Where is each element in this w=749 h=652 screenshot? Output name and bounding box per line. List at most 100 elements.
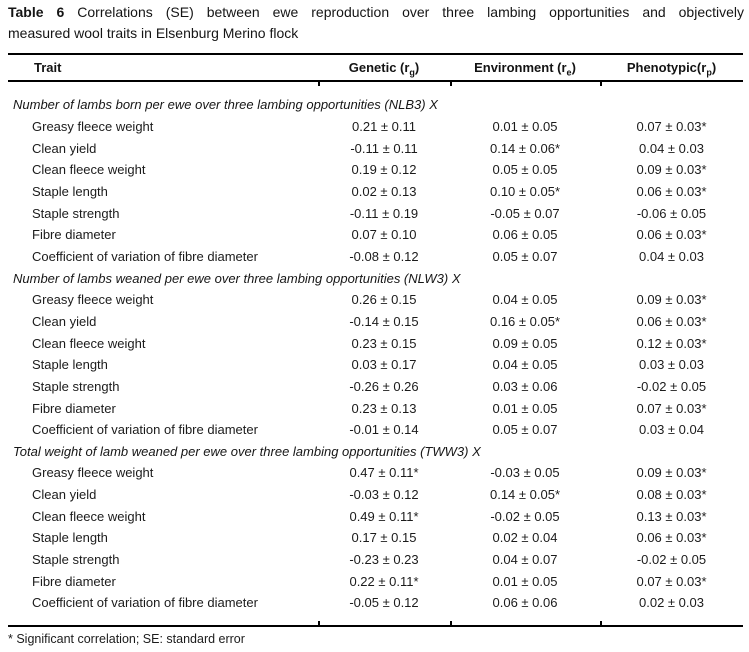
- cell-trait: Coefficient of variation of fibre diamet…: [32, 595, 258, 611]
- cell-genetic: 0.19 ± 0.12: [351, 162, 417, 178]
- cell-genetic: 0.21 ± 0.11: [352, 118, 416, 134]
- cell-genetic: 0.22 ± 0.11*: [349, 573, 419, 589]
- cell-trait: Clean fleece weight: [32, 508, 146, 524]
- table-caption-line1: Table 6 Correlations (SE) between ewe re…: [8, 2, 744, 23]
- cell-genetic: 0.26 ± 0.15: [351, 292, 417, 308]
- cell-trait: Greasy fleece weight: [32, 118, 154, 134]
- table-row: Staple strength -0.11 ± 0.19 -0.05 ± 0.07 -…: [8, 202, 743, 224]
- cell-environment: 0.16 ± 0.05*: [489, 313, 561, 329]
- cell-phenotypic: 0.04 ± 0.03: [639, 140, 704, 156]
- column-header-phenotypic-close: ): [711, 60, 717, 75]
- cell-environment: 0.04 ± 0.07: [492, 552, 558, 568]
- cell-phenotypic: 0.03 ± 0.03: [639, 357, 704, 373]
- table-row: Staple strength -0.23 ± 0.23 0.04 ± 0.07 -0…: [8, 549, 743, 571]
- cell-trait: Clean fleece weight: [32, 335, 146, 351]
- cell-genetic: -0.14 ± 0.15: [349, 313, 419, 329]
- cell-trait: Coefficient of variation of fibre diamet…: [32, 422, 258, 438]
- cell-trait: Clean fleece weight: [32, 162, 146, 178]
- cell-environment: 0.14 ± 0.05*: [489, 487, 561, 503]
- cell-phenotypic: 0.06 ± 0.03*: [636, 530, 707, 546]
- table-row: Clean fleece weight 0.49 ± 0.11* -0.02 ± 0…: [8, 505, 743, 527]
- table-row: Staple length 0.03 ± 0.17 0.04 ± 0.05 0.03 …: [8, 354, 743, 376]
- table-row: Clean yield -0.03 ± 0.12 0.14 ± 0.05* 0.08 …: [8, 484, 743, 506]
- column-header-trait: Trait: [34, 60, 62, 75]
- table-caption: Table 6 Correlations (SE) between ewe re…: [8, 2, 744, 43]
- cell-genetic: -0.03 ± 0.12: [349, 487, 419, 503]
- cell-environment: -0.03 ± 0.05: [490, 465, 560, 481]
- table-row: Fibre diameter 0.07 ± 0.10 0.06 ± 0.05 0.06…: [8, 224, 743, 246]
- cell-environment: 0.01 ± 0.05: [492, 573, 558, 589]
- column-header-phenotypic-text: Phenotypic(r: [626, 60, 707, 75]
- cell-trait: Coefficient of variation of fibre diamet…: [32, 248, 258, 264]
- table-caption-label: Table 6: [8, 4, 65, 20]
- cell-trait: Clean yield: [32, 313, 97, 329]
- cell-trait: Staple length: [32, 530, 108, 546]
- cell-environment: 0.02 ± 0.04: [492, 530, 558, 546]
- cell-phenotypic: 0.12 ± 0.03*: [636, 335, 707, 351]
- table-row: Coefficient of variation of fibre diamet…: [8, 246, 743, 268]
- table-row: Clean fleece weight 0.23 ± 0.15 0.09 ± 0.0…: [8, 332, 743, 354]
- header-bottom-rule: [8, 80, 743, 82]
- cell-trait: Staple length: [32, 357, 108, 373]
- cell-trait: Staple strength: [32, 378, 120, 394]
- column-header-environment-text: Environment (r: [474, 60, 567, 75]
- table-row: Greasy fleece weight 0.26 ± 0.15 0.04 ± 0.…: [8, 289, 743, 311]
- cell-phenotypic: 0.04 ± 0.03: [639, 248, 704, 264]
- cell-environment: 0.03 ± 0.06: [492, 378, 558, 394]
- table-header-row: Trait Genetic (rg) Environment (re) Phen…: [8, 55, 743, 80]
- table-row: Fibre diameter 0.23 ± 0.13 0.01 ± 0.05 0.07…: [8, 397, 743, 419]
- table-row: Greasy fleece weight 0.47 ± 0.11* -0.03 ± …: [8, 462, 743, 484]
- cell-phenotypic: -0.02 ± 0.05: [636, 552, 707, 568]
- cell-genetic: 0.23 ± 0.13: [351, 400, 417, 416]
- cell-environment: 0.04 ± 0.05: [492, 357, 558, 373]
- cell-genetic: 0.02 ± 0.13: [351, 183, 417, 199]
- table-bottom-rule: [8, 625, 743, 627]
- table-row: Clean yield -0.14 ± 0.15 0.16 ± 0.05* 0.06 …: [8, 311, 743, 333]
- table-row: Greasy fleece weight 0.21 ± 0.11 0.01 ± 0.…: [8, 116, 743, 138]
- column-header-environment-close: ): [571, 60, 576, 75]
- cell-trait: Fibre diameter: [32, 227, 116, 243]
- column-header-environment: Environment (re): [450, 60, 600, 77]
- cell-phenotypic: 0.09 ± 0.03*: [636, 465, 707, 481]
- table-row: Coefficient of variation of fibre diamet…: [8, 592, 743, 614]
- column-header-phenotypic: Phenotypic(rp): [600, 60, 743, 78]
- cell-environment: 0.10 ± 0.05*: [489, 183, 561, 199]
- subscript-g: g: [409, 67, 415, 78]
- column-border-stub: [600, 81, 602, 86]
- column-header-genetic-text: Genetic (r: [348, 60, 410, 75]
- cell-phenotypic: -0.06 ± 0.05: [636, 205, 707, 221]
- cell-genetic: 0.07 ± 0.10: [351, 227, 417, 243]
- cell-trait: Fibre diameter: [32, 573, 116, 589]
- column-header-genetic: Genetic (rg): [318, 60, 450, 78]
- table-body: Number of lambs born per ewe over three …: [8, 83, 743, 614]
- cell-phenotypic: 0.06 ± 0.03*: [636, 313, 707, 329]
- cell-trait: Staple strength: [32, 205, 120, 221]
- cell-phenotypic: 0.09 ± 0.03*: [636, 292, 707, 308]
- cell-environment: 0.01 ± 0.05: [492, 400, 558, 416]
- cell-trait: Clean yield: [32, 140, 97, 156]
- column-border-stub: [318, 81, 320, 86]
- cell-phenotypic: 0.07 ± 0.03*: [636, 118, 707, 134]
- cell-trait: Staple strength: [32, 552, 120, 568]
- subscript-p: p: [706, 67, 712, 78]
- column-border-stub: [600, 621, 602, 625]
- table-top-rule: [8, 53, 743, 55]
- cell-environment: 0.14 ± 0.06*: [489, 140, 561, 156]
- cell-trait: Staple length: [32, 183, 108, 199]
- cell-phenotypic: 0.08 ± 0.03*: [636, 487, 707, 503]
- table-row: Fibre diameter 0.22 ± 0.11* 0.01 ± 0.05 0.0…: [8, 570, 743, 592]
- cell-genetic: 0.23 ± 0.15: [351, 335, 417, 351]
- table-row: Clean yield -0.11 ± 0.11 0.14 ± 0.06* 0.04 …: [8, 137, 743, 159]
- cell-environment: 0.09 ± 0.05: [492, 335, 558, 351]
- cell-genetic: 0.49 ± 0.11*: [349, 508, 419, 524]
- cell-environment: 0.06 ± 0.05: [492, 227, 558, 243]
- table-row: Staple length 0.02 ± 0.13 0.10 ± 0.05* 0.06…: [8, 181, 743, 203]
- section-header: Number of lambs weaned per ewe over thre…: [13, 270, 461, 286]
- cell-phenotypic: 0.07 ± 0.03*: [636, 573, 707, 589]
- cell-genetic: -0.01 ± 0.14: [349, 422, 419, 438]
- table-row: Staple strength -0.26 ± 0.26 0.03 ± 0.06 -0…: [8, 376, 743, 398]
- column-border-stub: [318, 621, 320, 625]
- cell-environment: 0.04 ± 0.05: [492, 292, 558, 308]
- cell-genetic: 0.17 ± 0.15: [351, 530, 417, 546]
